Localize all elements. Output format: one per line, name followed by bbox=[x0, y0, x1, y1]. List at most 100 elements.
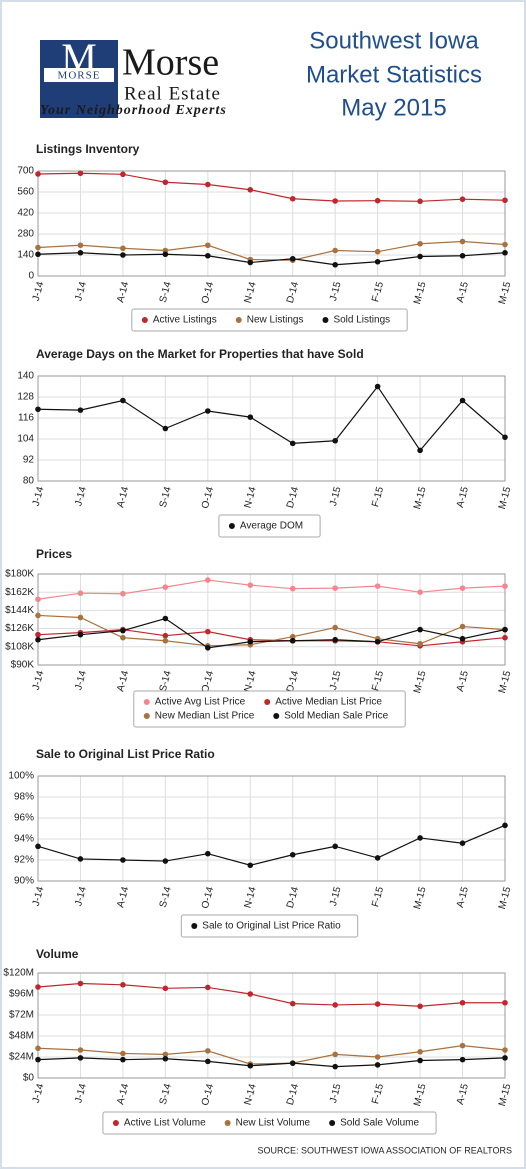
data-point bbox=[205, 984, 211, 991]
data-point bbox=[35, 636, 41, 643]
data-point bbox=[120, 1050, 126, 1057]
legend-label: New List Volume bbox=[236, 1118, 311, 1129]
data-point bbox=[247, 582, 254, 588]
data-point bbox=[77, 1047, 84, 1053]
x-tick-label: A-15 bbox=[455, 885, 471, 909]
data-point bbox=[120, 982, 126, 988]
x-tick-label: A-14 bbox=[115, 280, 131, 304]
legend-marker bbox=[224, 1120, 231, 1126]
x-tick-label: A-14 bbox=[115, 1082, 131, 1106]
data-point bbox=[332, 198, 338, 204]
data-point bbox=[162, 637, 169, 644]
data-point bbox=[459, 238, 466, 245]
y-tick-label: 96% bbox=[14, 813, 34, 824]
x-tick-label: A-14 bbox=[115, 669, 131, 693]
chart-title: Listings Inventory bbox=[36, 142, 140, 156]
x-tick-label: A-15 bbox=[455, 1082, 471, 1106]
data-point bbox=[205, 252, 211, 259]
series-line bbox=[37, 252, 506, 266]
x-tick-label: A-15 bbox=[455, 485, 471, 509]
data-point bbox=[374, 197, 381, 204]
legend-marker bbox=[191, 923, 198, 929]
logo-text: MORSE bbox=[58, 70, 101, 82]
legend-box bbox=[102, 1111, 437, 1135]
y-tick-label: $90K bbox=[11, 660, 35, 671]
x-tick-label: J-15 bbox=[328, 1082, 344, 1104]
data-point bbox=[35, 843, 41, 850]
data-point bbox=[459, 999, 466, 1006]
data-point bbox=[35, 984, 41, 990]
data-point bbox=[459, 196, 466, 202]
data-point bbox=[162, 251, 169, 258]
chart-title: Prices bbox=[36, 547, 72, 561]
data-point bbox=[374, 583, 381, 589]
logo: M MORSE Morse Real Estate Your Neighborh… bbox=[40, 35, 227, 118]
logo-band bbox=[44, 68, 114, 82]
y-tick-label: 560 bbox=[17, 187, 34, 198]
data-point bbox=[417, 253, 423, 260]
data-point bbox=[459, 623, 466, 630]
legend-label: Sale to Original List Price Ratio bbox=[202, 921, 341, 932]
data-point bbox=[120, 252, 126, 258]
y-tick-label: 700 bbox=[17, 166, 34, 177]
data-point bbox=[332, 843, 338, 850]
data-point bbox=[459, 397, 466, 404]
data-point bbox=[289, 637, 296, 644]
x-tick-label: S-14 bbox=[158, 669, 174, 693]
y-tick-label: $0 bbox=[23, 1073, 35, 1084]
brand: Morse bbox=[122, 42, 219, 84]
plot-frame bbox=[37, 573, 506, 666]
legend-item: Active Listings bbox=[141, 315, 217, 326]
data-point bbox=[374, 258, 381, 265]
data-point bbox=[502, 197, 508, 204]
y-tick-label: 92 bbox=[23, 455, 35, 466]
legend-label: Sold Listings bbox=[333, 315, 390, 326]
legend: Sale to Original List Price Ratio bbox=[180, 914, 359, 938]
source: SOURCE: SOUTHWEST IOWA ASSOCIATION OF RE… bbox=[257, 1145, 512, 1155]
data-point bbox=[77, 614, 84, 621]
header-title: May 2015 bbox=[341, 94, 446, 121]
x-tick-label: F-15 bbox=[370, 280, 386, 303]
data-point bbox=[77, 170, 84, 177]
data-point bbox=[502, 822, 508, 829]
data-point bbox=[289, 255, 296, 262]
tagline: Your Neighborhood Experts bbox=[40, 103, 227, 118]
data-point bbox=[120, 245, 126, 252]
data-point bbox=[459, 635, 466, 642]
data-point bbox=[162, 985, 169, 992]
data-point bbox=[162, 632, 169, 639]
data-point bbox=[120, 171, 126, 178]
x-tick-label: S-14 bbox=[158, 280, 174, 304]
y-tick-label: $48M bbox=[9, 1031, 34, 1042]
data-point bbox=[247, 862, 254, 869]
legend-box bbox=[133, 690, 406, 728]
data-point bbox=[332, 636, 338, 643]
data-point bbox=[120, 857, 126, 863]
legend-item: New Listings bbox=[235, 315, 303, 326]
data-point bbox=[417, 1003, 423, 1010]
data-point bbox=[417, 447, 423, 454]
brand-sub: Real Estate bbox=[124, 83, 221, 104]
x-tick-label: S-14 bbox=[158, 885, 174, 909]
plot-frame bbox=[37, 375, 506, 482]
data-point bbox=[35, 244, 41, 251]
data-point bbox=[205, 628, 211, 635]
chart-title: Average Days on the Market for Propertie… bbox=[36, 347, 364, 361]
data-point bbox=[459, 1042, 466, 1049]
data-point bbox=[289, 633, 296, 640]
series-line bbox=[37, 1045, 506, 1065]
legend: Average DOM bbox=[218, 514, 321, 538]
y-tick-label: 94% bbox=[14, 834, 34, 845]
y-tick-label: 100% bbox=[8, 771, 34, 782]
data-point bbox=[502, 249, 508, 256]
data-point bbox=[247, 991, 254, 997]
header-title: Southwest Iowa bbox=[309, 27, 479, 54]
data-point bbox=[502, 241, 508, 248]
data-point bbox=[332, 624, 338, 631]
x-tick-label: F-15 bbox=[370, 1082, 386, 1105]
data-point bbox=[205, 181, 211, 188]
data-point bbox=[374, 1062, 381, 1068]
data-point bbox=[417, 1057, 423, 1064]
y-tick-label: $96M bbox=[9, 989, 34, 1000]
legend-item: Active Avg List Price bbox=[143, 697, 246, 708]
